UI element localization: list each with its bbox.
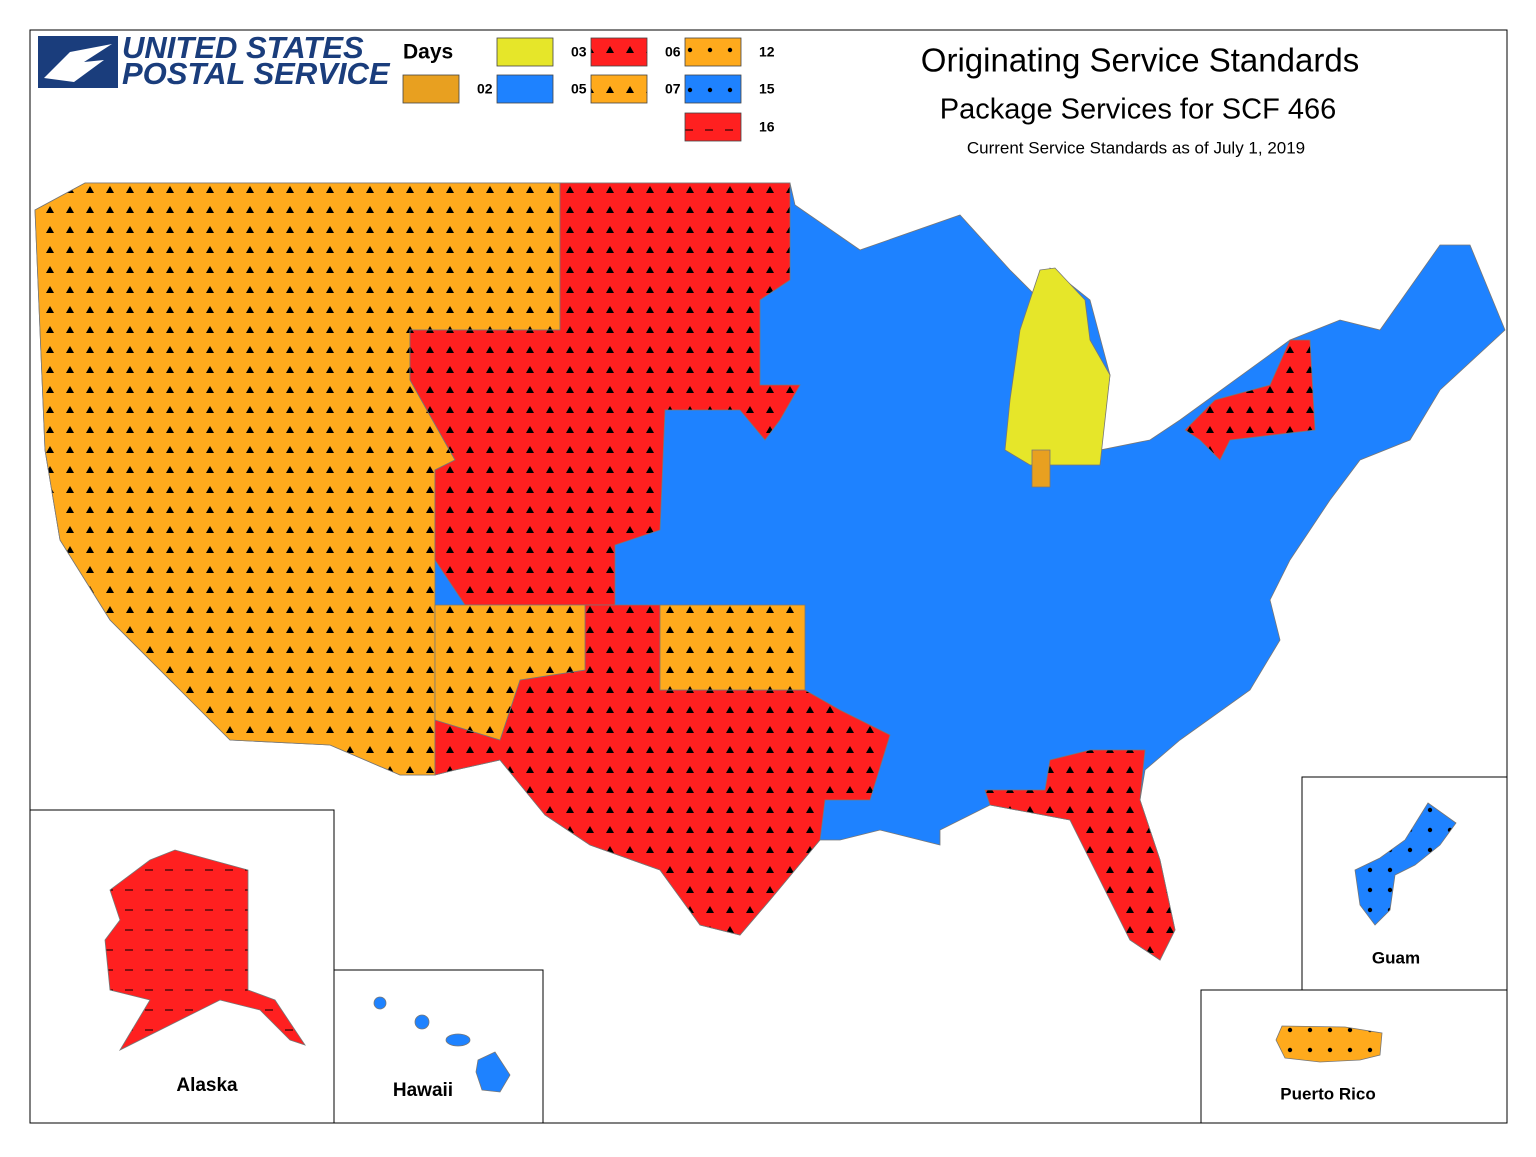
region [104,849,306,1051]
legend-swatch [496,37,554,67]
legend-swatch [684,112,742,142]
region [475,1051,511,1093]
legend-label: 07 [665,81,681,97]
logo-text: UNITED STATES [122,30,364,65]
inset-label: Alaska [176,1075,238,1096]
logo: UNITED STATES POSTAL SERVICE [38,30,391,91]
region [1354,802,1457,926]
subtitle: Package Services for SCF 466 [940,94,1337,126]
legend: 02 03 05 06 07 12 15 16 [402,37,775,142]
map [34,182,1506,961]
hawaii-islands [373,996,511,1093]
inset-label: Guam [1372,948,1420,967]
region [409,182,801,606]
inset-box [333,969,544,1124]
legend-label: 12 [759,44,775,60]
region [984,749,1176,961]
legend-label: 16 [759,119,775,135]
legend-label: 05 [571,81,587,97]
region [659,604,806,691]
legend-swatch [496,74,554,104]
region [1275,1025,1383,1063]
legend-swatch [684,74,742,104]
legend-label: 06 [665,44,681,60]
logo-text: POSTAL SERVICE [122,56,391,91]
region [373,996,387,1010]
title: Originating Service Standards [921,42,1359,79]
legend-swatch [684,37,742,67]
inset-box [1301,776,1508,991]
inset-label: Hawaii [393,1080,453,1101]
legend-title: Days [403,41,453,64]
region [1004,267,1111,466]
region [445,1033,471,1047]
legend-label: 02 [477,81,493,97]
legend-swatch [590,37,648,67]
region [434,604,586,741]
legend-swatch [590,74,648,104]
inset-label: Puerto Rico [1280,1084,1375,1103]
legend-label: 03 [571,44,587,60]
region [1031,449,1051,488]
region [414,1014,430,1030]
date-note: Current Service Standards as of July 1, … [967,138,1305,157]
legend-label: 15 [759,81,775,97]
region [1184,339,1316,461]
legend-swatch [402,74,460,104]
